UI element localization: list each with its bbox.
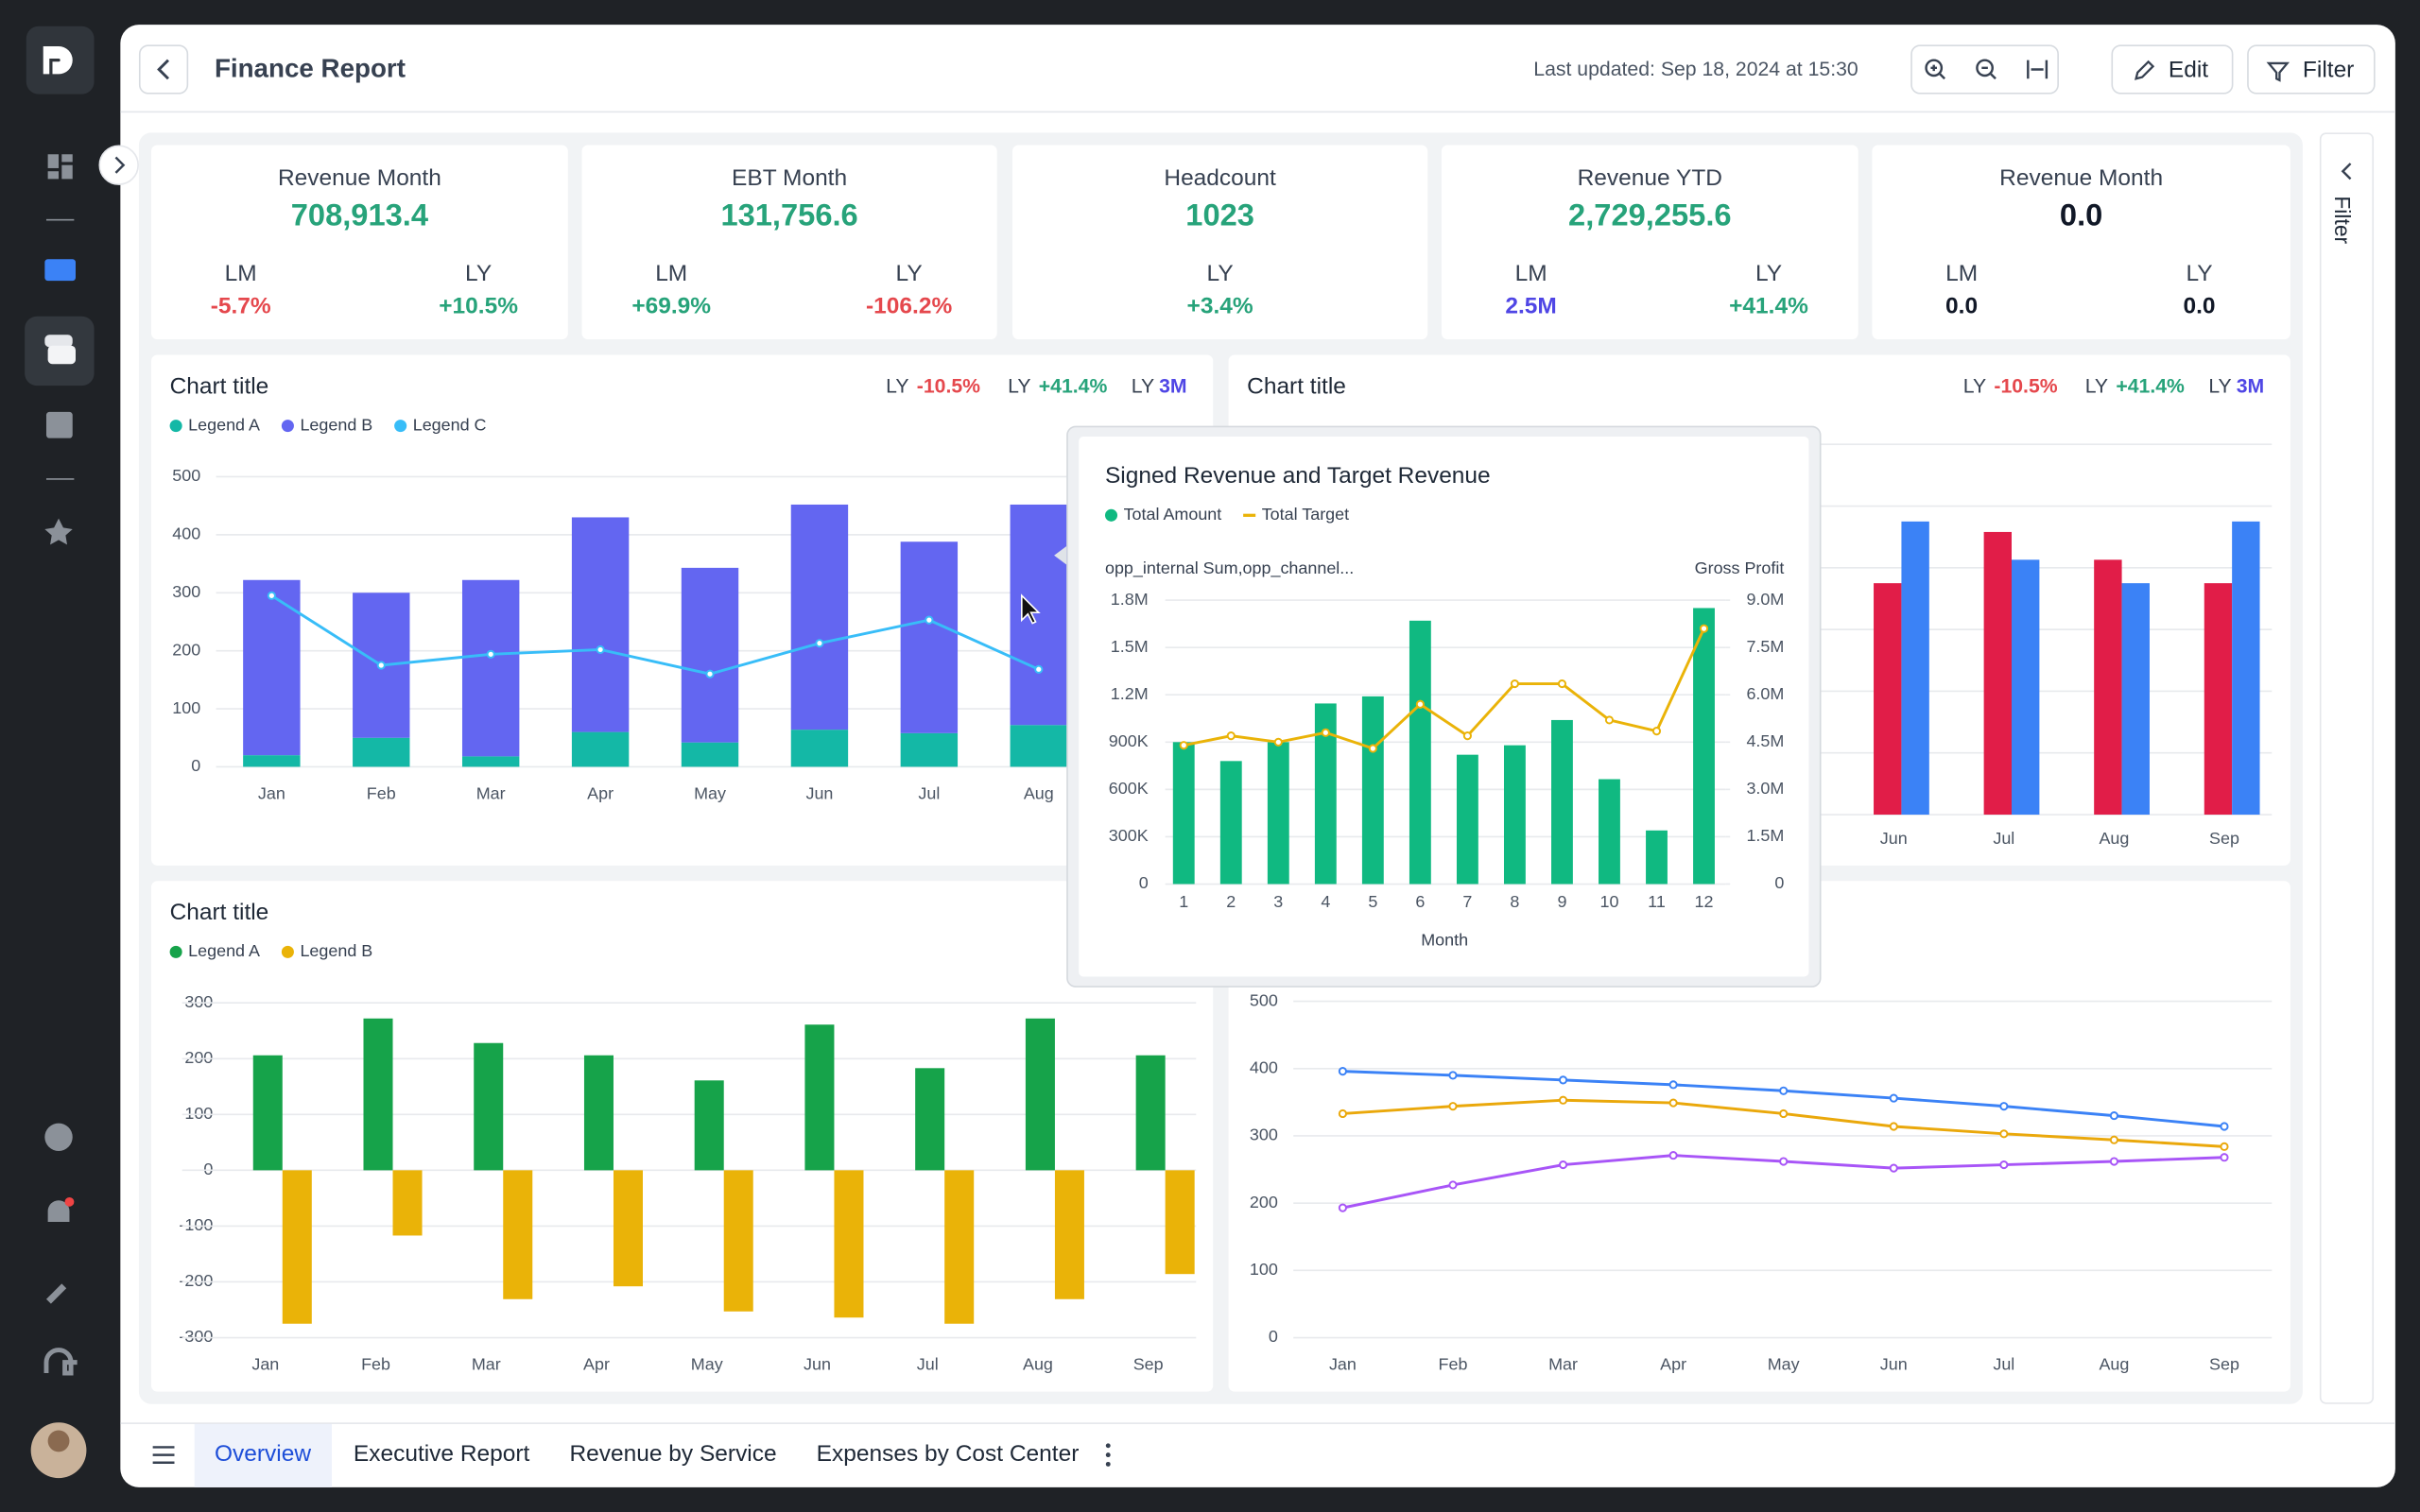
kpi-card: Revenue Month 708,913.4 LM -5.7% LY +10.5% (151, 145, 568, 340)
tabs-menu[interactable] (151, 1443, 176, 1468)
kpi-value: 1023 (1185, 198, 1254, 233)
expand-sidebar[interactable] (98, 145, 139, 185)
expand-icon (114, 156, 126, 174)
logo-mark (43, 45, 73, 75)
nav-notifications[interactable] (47, 1200, 70, 1223)
zoom-icons (1925, 59, 2048, 80)
filter-panel-label: Filter (2330, 196, 2356, 245)
kpi-sub-label: LY (895, 260, 923, 287)
fit-width[interactable] (2027, 60, 2048, 79)
kpi-sub-label: LY (1206, 260, 1234, 287)
divider (45, 218, 75, 221)
zoom-group (1910, 44, 2059, 94)
kpi-sub-value: 0.0 (1945, 293, 1979, 319)
nav-dashboard-part (61, 154, 73, 163)
tab[interactable]: Revenue by Service (569, 1440, 777, 1468)
tab[interactable]: Overview (214, 1440, 312, 1468)
kpi-card: Revenue YTD 2,729,255.6 LM 2.5M LY +41.4% (1441, 145, 1858, 340)
chart-card (151, 354, 1214, 866)
kpi-sub-value: +10.5% (439, 293, 518, 319)
kpi-value: 708,913.4 (290, 198, 429, 233)
chart-card (151, 881, 1214, 1392)
kpi-title: EBT Month (732, 164, 848, 192)
kpi-sub-label: LY (465, 260, 493, 287)
nav-favorites[interactable] (44, 518, 73, 545)
panel-arrow (2341, 163, 2352, 180)
nav-support[interactable] (43, 1348, 78, 1376)
active-tab-bg (194, 1423, 333, 1487)
nav-settings[interactable] (45, 411, 73, 438)
kpi-sub-label: LM (655, 260, 688, 287)
kpi-title: Revenue Month (277, 164, 441, 192)
zoom-out[interactable] (1976, 59, 1994, 77)
kpi-sub-value: -5.7% (210, 293, 271, 319)
tab-divider (120, 1422, 2395, 1424)
kpi-sub-value: 0.0 (2183, 293, 2216, 319)
back-icon (157, 59, 169, 80)
kpi-sub-label: LY (1754, 260, 1783, 287)
kpi-sub-value: -106.2% (866, 293, 953, 319)
kpi-sub-value: +3.4% (1186, 293, 1253, 319)
nav-data-part (47, 345, 76, 365)
nav-dashboard-part (61, 164, 73, 180)
kpi-title: Headcount (1164, 164, 1276, 192)
edit-button[interactable]: Edit (2111, 44, 2234, 94)
nav-presentation[interactable] (44, 259, 76, 282)
nav-dashboard[interactable] (47, 154, 60, 168)
divider (45, 478, 75, 480)
filter-icon (2266, 61, 2290, 82)
nav-dashboard-part (47, 171, 60, 180)
kpi-sub-value: +41.4% (1729, 293, 1808, 319)
kpi-value: 2,729,255.6 (1568, 198, 1732, 233)
last-updated: Last updated: Sep 18, 2024 at 15:30 (1533, 57, 1858, 80)
kpi-sub-label: LM (224, 260, 257, 287)
kpi-sub-label: LM (1945, 260, 1979, 287)
tabs-more[interactable] (1098, 1441, 1117, 1469)
kpi-value: 131,756.6 (720, 198, 858, 233)
notification-dot (64, 1196, 75, 1207)
kpi-sub-label: LY (2186, 260, 2213, 287)
zoom-in[interactable] (1925, 59, 1944, 77)
kpi-sub-value: 2.5M (1505, 293, 1557, 319)
tab[interactable]: Expenses by Cost Center (816, 1440, 1080, 1468)
filter-button[interactable]: Filter (2247, 44, 2376, 94)
kpi-value: 0.0 (2059, 198, 2103, 233)
tab[interactable]: Executive Report (353, 1440, 530, 1468)
kpi-title: Revenue Month (1999, 164, 2164, 192)
nav-tools[interactable] (45, 1283, 67, 1304)
header-divider (120, 111, 2395, 113)
popup-body (1079, 437, 1809, 977)
kpi-sub-label: LM (1514, 260, 1547, 287)
page-title: Finance Report (214, 54, 406, 84)
nav-data[interactable] (44, 335, 73, 348)
kpi-title: Revenue YTD (1577, 164, 1722, 192)
filter-panel[interactable]: Filter (2319, 132, 2375, 1404)
edit-icon (2135, 60, 2155, 80)
sidebar (25, 26, 95, 1479)
back-button[interactable] (138, 44, 189, 94)
edit-label: Edit (2168, 57, 2209, 84)
filter-label: Filter (2302, 57, 2355, 84)
kpi-card: Revenue Month 0.0 LM 0.0 LY 0.0 (1872, 145, 2290, 340)
nav-theme[interactable] (44, 1123, 73, 1151)
avatar-face (47, 1430, 70, 1452)
kpi-card: EBT Month 131,756.6 LM +69.9% LY -106.2% (581, 145, 997, 340)
kpi-card: Headcount 1023 LY +3.4% (1012, 145, 1428, 340)
kpi-sub-value: +69.9% (631, 293, 712, 319)
